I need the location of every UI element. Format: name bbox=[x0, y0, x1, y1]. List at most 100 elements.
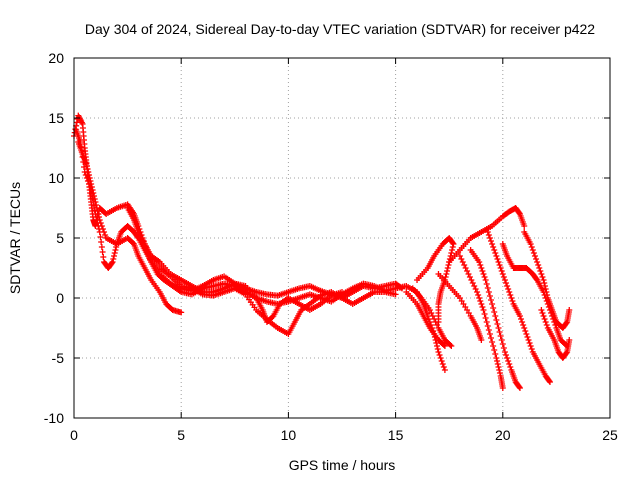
data-point-trace-2 bbox=[112, 247, 119, 253]
x-tick-label: 5 bbox=[177, 427, 185, 443]
data-point-trace-12 bbox=[499, 341, 506, 347]
data-point-trace-13 bbox=[507, 292, 514, 298]
data-point-trace-11 bbox=[479, 304, 486, 310]
data-point-trace-4 bbox=[339, 289, 345, 295]
data-point-trace-3 bbox=[89, 187, 96, 193]
data-point-trace-8 bbox=[448, 250, 455, 256]
data-point-trace-11 bbox=[491, 347, 498, 353]
data-point-trace-13 bbox=[490, 244, 497, 250]
data-point-trace-12 bbox=[484, 285, 491, 291]
data-point-trace-13 bbox=[516, 313, 523, 319]
data-point-trace-8 bbox=[450, 241, 457, 247]
data-point-trace-12 bbox=[501, 349, 508, 355]
data-point-trace-13 bbox=[518, 316, 525, 322]
data-point-trace-15 bbox=[543, 289, 550, 295]
data-point-trace-1 bbox=[73, 119, 80, 126]
data-point-trace-3 bbox=[101, 229, 108, 235]
data-point-trace-3 bbox=[96, 214, 103, 220]
data-point-trace-12 bbox=[480, 271, 487, 277]
data-point-trace-13 bbox=[495, 259, 502, 265]
data-point-trace-2 bbox=[111, 253, 118, 259]
data-point-trace-12 bbox=[493, 317, 500, 323]
data-point-trace-13 bbox=[508, 295, 515, 301]
data-point-trace-2 bbox=[109, 259, 116, 265]
data-point-trace-11 bbox=[496, 367, 503, 373]
data-point-trace-3 bbox=[178, 309, 185, 316]
y-tick-label: -10 bbox=[44, 410, 64, 426]
data-point-trace-2 bbox=[100, 254, 107, 260]
data-point-trace-11 bbox=[488, 335, 495, 341]
data-point-trace-13 bbox=[489, 241, 496, 247]
data-point-trace-12 bbox=[479, 268, 486, 274]
data-point-trace-11 bbox=[485, 327, 492, 333]
data-point-trace-13 bbox=[523, 331, 530, 337]
data-point-trace-11 bbox=[494, 361, 501, 367]
data-point-trace-15 bbox=[537, 268, 544, 274]
data-point-trace-13 bbox=[494, 256, 501, 262]
data-point-trace-15 bbox=[531, 253, 538, 259]
data-point-trace-13 bbox=[501, 277, 508, 283]
data-points bbox=[71, 112, 573, 391]
data-point-trace-3 bbox=[98, 223, 105, 229]
data-point-trace-7 bbox=[448, 343, 455, 349]
data-point-trace-16 bbox=[539, 310, 546, 316]
data-point-trace-2 bbox=[436, 352, 443, 358]
data-point-trace-16 bbox=[543, 322, 550, 328]
data-point-trace-15 bbox=[538, 271, 545, 277]
data-point-trace-11 bbox=[493, 355, 500, 361]
data-point-trace-13 bbox=[522, 328, 529, 334]
data-point-trace-2 bbox=[441, 367, 448, 373]
chart-title: Day 304 of 2024, Sidereal Day-to-day VTE… bbox=[85, 21, 595, 37]
data-point-trace-8 bbox=[449, 244, 456, 250]
data-point-trace-8 bbox=[445, 262, 452, 268]
data-point-trace-16 bbox=[566, 337, 573, 343]
data-point-trace-12 bbox=[494, 321, 501, 327]
x-tick-label: 15 bbox=[388, 427, 404, 443]
data-point-trace-16 bbox=[540, 313, 547, 319]
data-point-trace-12 bbox=[496, 329, 503, 335]
data-point-trace-13 bbox=[484, 229, 491, 235]
data-point-trace-12 bbox=[495, 325, 502, 331]
data-point-trace-13 bbox=[485, 232, 492, 238]
data-point-trace-11 bbox=[481, 311, 488, 317]
data-point-trace-8 bbox=[449, 247, 456, 253]
data-point-trace-11 bbox=[466, 274, 473, 280]
data-point-trace-3 bbox=[99, 226, 106, 232]
data-point-trace-2 bbox=[113, 244, 120, 250]
data-point-trace-13 bbox=[488, 238, 495, 244]
data-point-trace-13 bbox=[546, 379, 553, 385]
data-point-trace-16 bbox=[541, 316, 548, 322]
data-point-trace-15 bbox=[539, 274, 546, 280]
data-point-trace-11 bbox=[459, 259, 466, 265]
data-point-trace-11 bbox=[478, 301, 485, 307]
data-point-trace-13 bbox=[528, 346, 535, 352]
data-point-trace-15 bbox=[530, 250, 537, 256]
x-tick-label: 0 bbox=[70, 427, 78, 443]
data-point-trace-2 bbox=[439, 361, 446, 367]
data-point-trace-3 bbox=[97, 220, 104, 226]
y-tick-label: 5 bbox=[56, 230, 64, 246]
data-point-trace-11 bbox=[462, 265, 469, 271]
data-point-trace-13 bbox=[525, 337, 532, 343]
data-point-trace-13 bbox=[486, 235, 493, 241]
data-point-trace-13 bbox=[498, 268, 505, 274]
data-point-trace-3 bbox=[90, 190, 97, 196]
data-point-trace-3 bbox=[96, 217, 103, 223]
data-point-trace-3 bbox=[93, 205, 100, 211]
data-point-trace-11 bbox=[496, 370, 503, 376]
data-point-trace-13 bbox=[520, 322, 527, 328]
data-point-trace-12 bbox=[490, 305, 497, 311]
data-point-trace-12 bbox=[489, 301, 496, 307]
data-point-trace-11 bbox=[475, 292, 482, 298]
data-point-trace-3 bbox=[91, 196, 98, 202]
data-point-trace-15 bbox=[541, 280, 548, 286]
data-point-trace-11 bbox=[458, 256, 465, 262]
data-point-trace-11 bbox=[495, 364, 502, 370]
data-point-trace-13 bbox=[519, 319, 526, 325]
data-point-trace-13 bbox=[496, 262, 503, 268]
data-point-trace-12 bbox=[476, 259, 483, 265]
data-point-trace-11 bbox=[465, 271, 472, 277]
data-point-trace-7 bbox=[429, 313, 436, 319]
y-axis-label: SDTVAR / TECUs bbox=[7, 182, 23, 294]
